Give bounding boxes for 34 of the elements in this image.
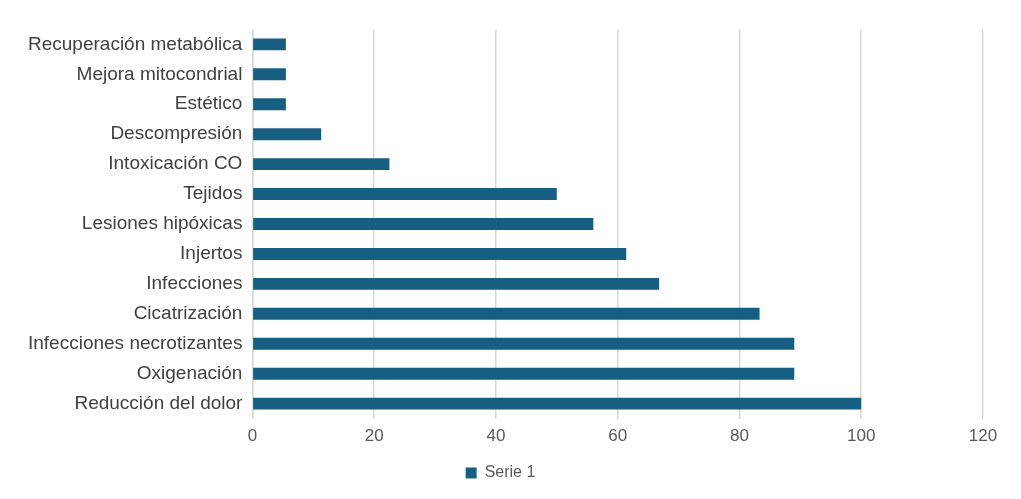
y-tick-label: Injertos — [180, 242, 243, 264]
y-tick-label: Descompresión — [110, 122, 243, 144]
x-tick-label: 20 — [364, 426, 384, 446]
bar — [253, 68, 286, 81]
y-tick-label: Reducción del dolor — [74, 391, 244, 413]
bar — [253, 307, 760, 320]
legend-label: Serie 1 — [484, 463, 536, 481]
x-tick-label: 40 — [486, 426, 506, 446]
x-tick-label: 120 — [968, 426, 998, 446]
bar — [253, 247, 627, 260]
bar — [253, 337, 795, 350]
x-tick-label: 60 — [608, 426, 628, 446]
x-tick-label: 0 — [247, 426, 258, 446]
bar — [253, 188, 557, 201]
y-tick-label: Estético — [174, 92, 243, 114]
bar — [253, 367, 795, 380]
bar — [253, 98, 286, 111]
bar — [253, 158, 390, 171]
bar — [253, 128, 322, 141]
bar — [253, 38, 286, 51]
x-tick-label: 100 — [847, 426, 876, 446]
y-tick-label: Infecciones — [146, 272, 243, 294]
y-tick-label: Intoxicación CO — [108, 152, 243, 174]
bar — [253, 397, 862, 410]
bar — [253, 218, 594, 230]
y-tick-label: Tejidos — [183, 182, 243, 204]
y-tick-label: Lesiones hipóxicas — [81, 212, 243, 234]
y-tick-label: Oxigenación — [136, 361, 243, 383]
y-tick-label: Infecciones necrotizantes — [27, 331, 243, 353]
y-tick-label: Recuperación metabólica — [27, 32, 243, 54]
x-tick-label: 80 — [730, 426, 749, 446]
y-tick-label: Mejora mitocondrial — [76, 62, 243, 84]
y-tick-label: Cicatrización — [133, 302, 243, 324]
bar — [253, 277, 660, 290]
